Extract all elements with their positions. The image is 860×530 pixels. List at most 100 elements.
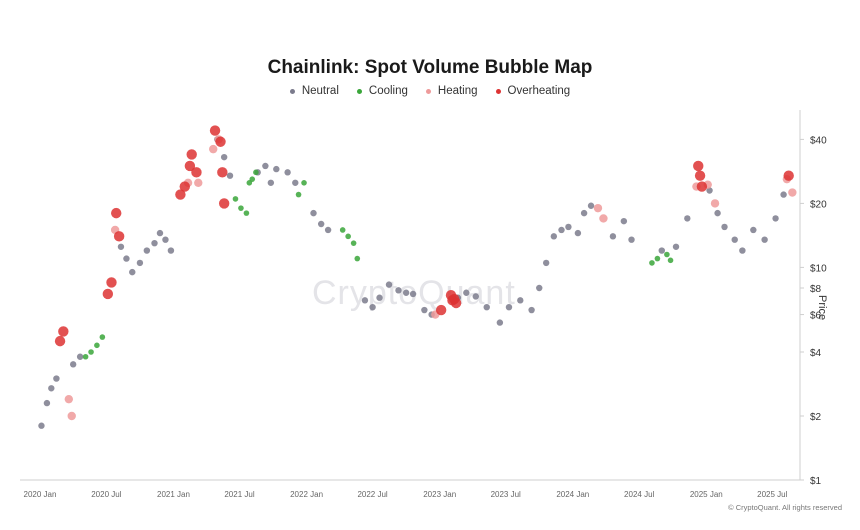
point-cooling (249, 176, 256, 182)
point-neutral (395, 287, 402, 294)
point-overheating (783, 170, 794, 181)
point-neutral (151, 239, 158, 247)
point-neutral (317, 220, 325, 228)
point-neutral (658, 247, 665, 254)
x-tick-label: 2025 Jan (690, 490, 723, 499)
point-neutral (574, 229, 582, 237)
legend-dot-icon (495, 88, 501, 94)
point-neutral (220, 153, 228, 161)
point-overheating (696, 181, 708, 192)
point-overheating (102, 288, 114, 300)
legend-label: Overheating (507, 85, 571, 97)
point-overheating (58, 326, 69, 337)
point-overheating (215, 136, 226, 147)
point-neutral (620, 217, 628, 225)
point-cooling (339, 227, 346, 233)
point-cooling (350, 240, 357, 246)
point-neutral (472, 293, 479, 300)
point-neutral (43, 399, 51, 407)
y-tick-label: $20 (810, 199, 827, 210)
x-tick-label: 2022 Jul (357, 490, 387, 499)
point-neutral (369, 303, 376, 311)
point-neutral (542, 259, 550, 267)
point-cooling (238, 205, 244, 211)
point-neutral (376, 294, 383, 301)
point-neutral (385, 281, 393, 288)
point-neutral (731, 236, 738, 243)
point-cooling (295, 191, 302, 198)
point-neutral (156, 229, 164, 237)
point-overheating (184, 160, 196, 172)
legend-dot-icon (356, 88, 362, 94)
point-neutral (714, 209, 721, 217)
point-neutral (48, 385, 55, 392)
point-heating (64, 394, 74, 404)
point-heating (710, 199, 720, 208)
point-neutral (565, 223, 572, 231)
legend-label: Cooling (368, 85, 408, 97)
point-overheating (694, 170, 706, 181)
y-tick-label: $40 (810, 135, 827, 146)
point-cooling (243, 210, 250, 216)
point-neutral (310, 209, 317, 217)
point-neutral (284, 169, 291, 176)
point-overheating (218, 198, 230, 209)
y-axis-label: Price (816, 295, 828, 321)
point-neutral (739, 247, 746, 254)
point-neutral (226, 172, 234, 179)
point-neutral (421, 306, 428, 314)
point-cooling (88, 349, 94, 355)
legend: Neutral Cooling Heating Overheating (0, 85, 860, 97)
point-neutral (409, 290, 417, 298)
x-tick-label: 2021 Jan (157, 490, 190, 499)
point-neutral (76, 353, 84, 360)
point-neutral (628, 236, 635, 243)
legend-label: Neutral (301, 85, 339, 97)
point-neutral (761, 236, 768, 243)
point-neutral (402, 289, 410, 296)
x-tick-label: 2023 Jul (491, 490, 521, 499)
point-neutral (123, 255, 130, 262)
point-neutral (536, 284, 543, 292)
x-tick-label: 2024 Jul (624, 490, 654, 499)
point-cooling (649, 260, 655, 266)
legend-item-overheating[interactable]: Overheating (495, 85, 571, 97)
point-neutral (505, 303, 513, 311)
legend-item-heating[interactable]: Heating (425, 85, 478, 97)
point-overheating (54, 335, 66, 347)
point-cooling (94, 342, 100, 349)
point-neutral (463, 289, 470, 296)
point-overheating (113, 231, 125, 242)
point-heating (593, 203, 603, 213)
legend-item-cooling[interactable]: Cooling (356, 85, 408, 97)
x-tick-label: 2024 Jan (556, 490, 589, 499)
point-neutral (136, 259, 144, 267)
point-cooling (232, 196, 239, 202)
point-neutral (273, 165, 280, 173)
point-neutral (780, 191, 787, 198)
point-heating (599, 214, 608, 223)
point-overheating (186, 149, 197, 160)
point-neutral (609, 233, 617, 240)
point-neutral (580, 209, 588, 217)
point-heating (67, 411, 76, 421)
point-overheating (106, 277, 117, 288)
point-neutral (143, 247, 151, 254)
point-overheating (435, 304, 447, 316)
point-neutral (267, 179, 275, 186)
y-tick-label: $1 (810, 476, 822, 487)
point-neutral (750, 226, 757, 234)
legend-item-neutral[interactable]: Neutral (289, 85, 339, 97)
point-heating (788, 188, 797, 197)
point-neutral (117, 243, 125, 250)
point-cooling (667, 257, 674, 264)
point-cooling (99, 334, 106, 340)
y-tick-label: $2 (810, 412, 822, 423)
x-tick-label: 2020 Jul (91, 490, 121, 499)
point-neutral (706, 187, 713, 194)
point-neutral (483, 303, 490, 311)
point-overheating (179, 181, 190, 192)
point-overheating (175, 189, 186, 200)
